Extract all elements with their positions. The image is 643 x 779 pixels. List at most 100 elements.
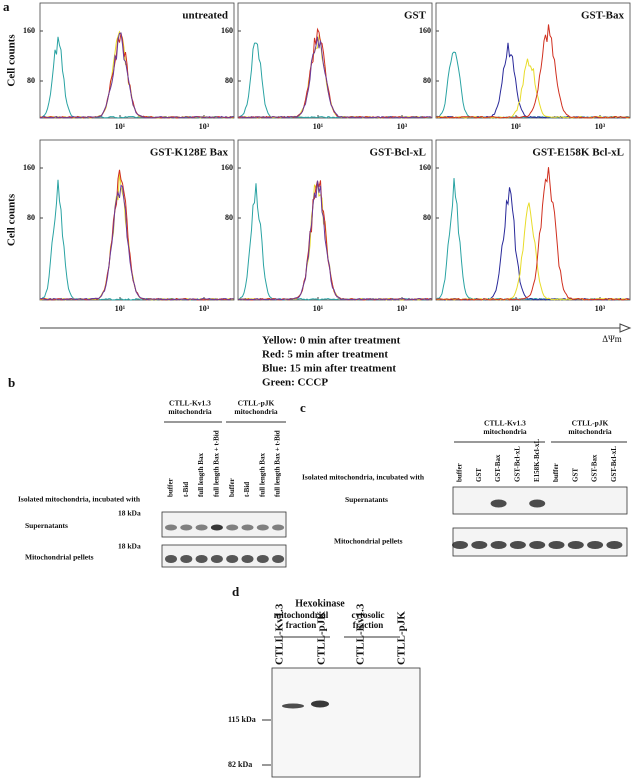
band (210, 524, 223, 531)
blot (161, 544, 287, 568)
lane-label: full length Bax (258, 453, 266, 497)
y-tick-label: 160 (419, 26, 431, 35)
row-label: Mitochondrial pellets (25, 553, 94, 562)
band (226, 524, 239, 531)
lane-label: CTLL-pJK (396, 611, 408, 665)
x-tick-label: 10¹ (313, 122, 324, 131)
group-sub: mitochondria (168, 407, 212, 416)
group-sub: mitochondria (568, 427, 612, 436)
plot-title: untreated (182, 10, 228, 22)
x-tick-label: 10³ (397, 122, 408, 131)
y-tick-label: 80 (423, 213, 431, 222)
band (165, 524, 177, 531)
lane-label: CTLL-Kv1.3 (274, 603, 286, 665)
band (256, 555, 269, 563)
row-label: Supernatants (345, 495, 388, 504)
panel-label: a (3, 0, 10, 14)
y-tick-label: 80 (27, 76, 35, 85)
band (241, 524, 254, 531)
band (587, 541, 604, 549)
lane-label: GST (475, 468, 483, 482)
plot-frame (237, 139, 433, 301)
legend-entry: Red: 5 min after treatment (262, 349, 388, 361)
row-header: Isolated mitochondria, incubated with (302, 473, 425, 482)
lane-label: CTLL-pJK (316, 611, 328, 665)
y-tick-label: 160 (221, 163, 233, 172)
lane-label: t-Bid (243, 482, 251, 497)
lane-label: GST-Bax (494, 454, 502, 482)
lane-label: buffer (228, 478, 236, 497)
plot-title: GST-E158K Bcl-xL (532, 147, 624, 159)
histogram-curve (435, 167, 630, 301)
lane-label: buffer (552, 463, 560, 482)
legend-entry: Yellow: 0 min after treatment (262, 335, 401, 347)
axis-label: ΔΨm (602, 334, 621, 344)
y-tick-label: 160 (419, 163, 431, 172)
band (490, 499, 507, 508)
row-label: Mitochondrial pellets (334, 537, 403, 546)
band (452, 541, 468, 549)
lane-label: buffer (456, 463, 464, 482)
x-tick-label: 10¹ (313, 304, 324, 313)
lane-label: full length Bax (197, 453, 205, 497)
plot-frame (435, 139, 631, 301)
group-sub: mitochondria (234, 407, 278, 416)
panel-label: d (232, 584, 240, 599)
panel-label: b (8, 375, 15, 390)
lane-label: buffer (167, 478, 175, 497)
x-tick-label: 10³ (397, 304, 408, 313)
plot-title: GST-K128E Bax (150, 147, 229, 159)
row-header: Isolated mitochondria, incubated with (18, 495, 141, 504)
histogram-curve (39, 32, 234, 119)
plot-title: GST-Bax (581, 10, 625, 22)
band (490, 541, 507, 549)
plot-frame (39, 2, 235, 119)
band (282, 703, 304, 709)
plot-frame (435, 2, 631, 119)
marker-label: 82 kDa (228, 760, 252, 769)
y-tick-label: 80 (225, 213, 233, 222)
band (567, 541, 584, 549)
band (241, 555, 254, 563)
x-tick-label: 10³ (595, 304, 606, 313)
x-tick-label: 10¹ (115, 304, 126, 313)
band (195, 524, 208, 531)
lane-label: GST-Bcl-xL (514, 446, 522, 482)
lane-label: full length Bax + t-Bid (213, 430, 221, 497)
band (180, 524, 193, 531)
marker-label: 115 kDa (228, 715, 256, 724)
group-name: CTLL-Kv1.3 (484, 419, 526, 428)
group-sub: mitochondria (483, 427, 527, 436)
x-tick-label: 10³ (595, 122, 606, 131)
x-tick-label: 10¹ (115, 122, 126, 131)
lane-label: GST (571, 468, 579, 482)
group-name: CTLL-Kv1.3 (169, 399, 211, 408)
lane-label: E158K-Bcl-xL (533, 439, 541, 482)
y-tick-label: 80 (225, 76, 233, 85)
group-name: CTLL-pJK (572, 419, 609, 428)
blot-title: Hexokinase (295, 598, 345, 609)
x-tick-label: 10¹ (511, 122, 522, 131)
band (195, 555, 208, 563)
band (529, 499, 546, 508)
band (256, 524, 269, 531)
blot (271, 667, 421, 778)
plot-title: GST-Bcl-xL (370, 147, 426, 159)
histogram-curve (39, 184, 234, 301)
band (529, 541, 546, 549)
y-axis-label: Cell counts (6, 193, 18, 246)
y-tick-label: 160 (221, 26, 233, 35)
band (548, 541, 565, 549)
panel-label: c (300, 400, 306, 415)
histogram-curve (237, 180, 432, 301)
x-tick-label: 10³ (199, 122, 210, 131)
marker-label: 18 kDa (118, 542, 141, 551)
band (180, 555, 193, 563)
band (509, 541, 526, 549)
group-name: cytosolic (352, 610, 385, 620)
lane-label: full length Bax + t-Bid (274, 430, 282, 497)
band (272, 555, 285, 563)
lane-label: t-Bid (182, 482, 190, 497)
band (210, 555, 223, 563)
